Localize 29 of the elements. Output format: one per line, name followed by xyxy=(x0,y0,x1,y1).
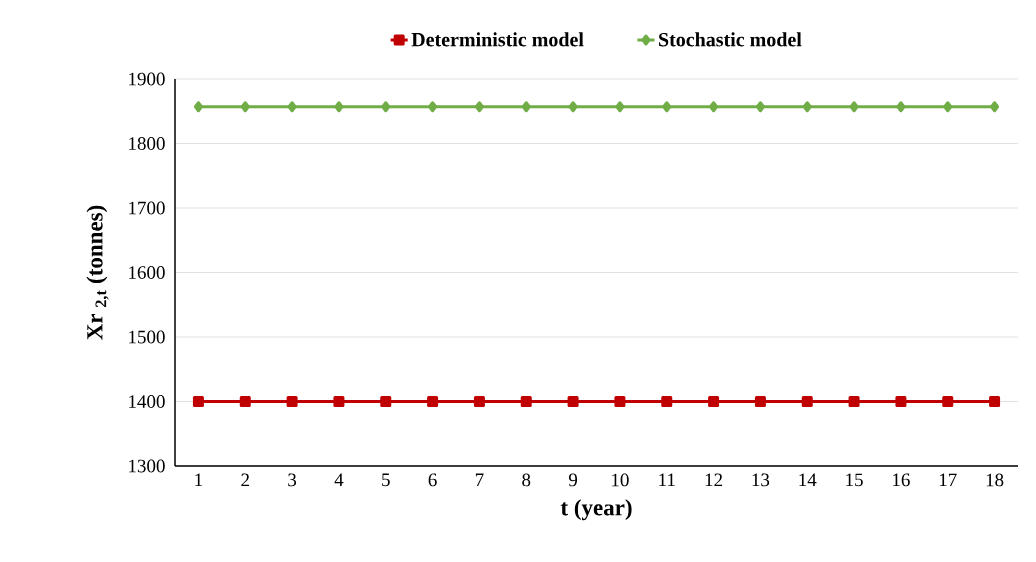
y-tick-label: 1300 xyxy=(129,459,165,473)
x-tick-label: 2 xyxy=(241,473,249,487)
legend-label: Stochastic model xyxy=(659,32,802,47)
y-tick-label: 1900 xyxy=(129,72,165,86)
y-axis-title: Xr $_{2,t}$ (tonnes) xyxy=(86,205,109,340)
x-tick-label: 4 xyxy=(334,473,344,487)
x-tick-label: 7 xyxy=(475,473,484,486)
x-tick-label: 5 xyxy=(382,473,390,487)
x-tick-label: 17 xyxy=(939,473,957,487)
x-tick-label: 13 xyxy=(752,473,770,487)
x-tick-label: 1 xyxy=(195,473,203,487)
x-tick-label: 12 xyxy=(705,473,723,487)
x-tick-label: 9 xyxy=(568,473,578,487)
legend-label: Deterministic model xyxy=(411,32,584,47)
y-tick-label: 1400 xyxy=(129,395,165,408)
x-tick-label: 16 xyxy=(893,473,910,487)
x-tick-label: 10 xyxy=(612,473,629,487)
y-tick-label: 1600 xyxy=(129,266,165,279)
x-tick-label: 15 xyxy=(846,473,863,487)
x-tick-label: 6 xyxy=(428,473,437,487)
x-tick-label: 3 xyxy=(288,473,297,487)
x-tick-label: 14 xyxy=(799,473,817,487)
y-tick-label: 1500 xyxy=(129,330,165,344)
y-tick-label: 1800 xyxy=(129,137,165,150)
x-tick-label: 11 xyxy=(659,473,675,487)
x-axis-title: t (year) xyxy=(560,499,632,521)
x-tick-label: 8 xyxy=(522,473,531,487)
x-tick-label: 18 xyxy=(986,473,1004,487)
y-tick-label: 1700 xyxy=(129,201,165,215)
